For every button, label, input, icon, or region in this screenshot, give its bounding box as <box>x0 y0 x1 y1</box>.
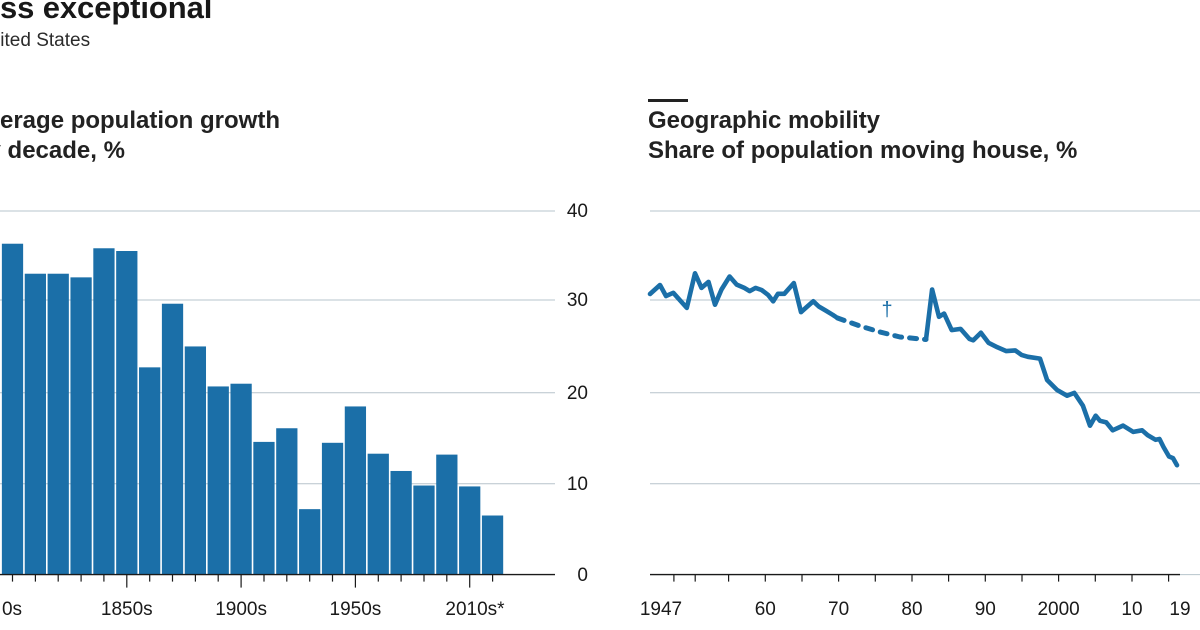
svg-text:60: 60 <box>755 599 776 620</box>
svg-text:10: 10 <box>1121 599 1142 620</box>
svg-text:2000: 2000 <box>1037 599 1079 620</box>
svg-text:1947: 1947 <box>640 599 682 620</box>
svg-text:19: 19 <box>1169 599 1190 620</box>
svg-text:80: 80 <box>901 599 922 620</box>
svg-text:†: † <box>881 299 892 321</box>
svg-text:90: 90 <box>975 599 996 620</box>
svg-text:70: 70 <box>828 599 849 620</box>
